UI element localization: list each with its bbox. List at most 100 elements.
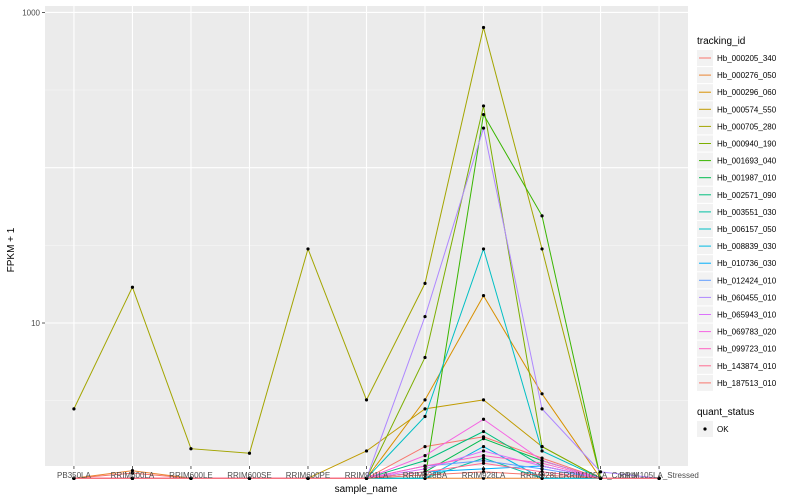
legend-label: Hb_006157_050 [717,225,777,234]
data-point [364,476,369,480]
legend-label: Hb_065943_010 [717,311,777,320]
data-point [481,112,486,117]
data-point [540,476,544,480]
legend-label: Hb_187513_010 [717,379,777,388]
data-point [130,285,135,289]
shape-legend-point [703,427,707,431]
data-point [423,281,427,285]
x-tick-label: RRIM600LA [111,471,155,480]
x-tick-label: RRIM901LA [345,471,389,480]
shape-legend-title: quant_status [697,407,754,418]
legend-label: Hb_001987_010 [717,174,777,183]
data-point [423,454,427,458]
legend-label: Hb_008839_030 [717,242,777,251]
data-point [481,454,486,458]
x-tick-label: RRIM105LA_Control [564,471,638,480]
data-point [247,451,252,455]
legend-label: Hb_099723_010 [717,345,777,354]
data-point [540,456,544,460]
points [72,25,661,480]
data-point [247,476,252,480]
legend-title: tracking_id [697,36,745,47]
legend-item: Hb_060455_010 [697,289,777,306]
shape-legend: OK [697,421,729,437]
legend-item: Hb_099723_010 [697,340,777,357]
data-point [481,444,486,449]
data-point [540,214,544,218]
legend-item: Hb_000276_050 [697,67,777,84]
data-point [189,447,193,451]
data-point [72,407,76,411]
legend-item: Hb_065943_010 [697,306,777,323]
y-tick-label: 10 [31,319,40,328]
data-point [481,294,486,298]
data-point [130,469,135,473]
legend-item: Hb_008839_030 [697,238,777,255]
x-axis: PB350LA RRIM600LA RRIM600LE RRIM600SE RRIM60… [57,466,699,480]
data-point [481,429,486,434]
legend-label: Hb_001693_040 [717,157,777,166]
legend-label: Hb_000705_280 [717,122,777,131]
legend-label: Hb_069783_020 [717,328,777,337]
data-point [481,25,486,30]
legend-label: Hb_002571_090 [717,191,777,200]
legend-label: Hb_143874_010 [717,362,777,371]
data-point [481,104,486,108]
legend-label: Hb_000276_050 [717,71,777,80]
legend-item: Hb_187513_010 [697,374,777,391]
legend-item: Hb_002571_090 [697,186,777,203]
y-axis-title: FPKM + 1 [6,227,17,272]
data-point [423,470,427,474]
x-tick-label: RRIM600SE [227,471,271,480]
data-point [72,476,76,480]
data-point [423,314,427,319]
data-point [423,459,427,463]
shape-legend-label: OK [717,425,729,434]
legend-label: Hb_000574_550 [717,105,777,114]
data-point [481,459,486,463]
x-tick-label: RRIM600PE [286,471,330,480]
legend: Hb_000205_340 Hb_000276_050 Hb_000296_060 H… [697,50,777,391]
data-point [481,126,486,130]
data-point [423,473,427,477]
legend-item: Hb_001693_040 [697,152,777,169]
data-point [481,247,486,251]
data-point [423,414,427,419]
data-point [540,247,544,251]
data-point [130,471,135,475]
data-point [423,355,427,360]
data-point [423,444,427,449]
legend-label: Hb_010736_030 [717,259,777,268]
x-tick-label: RRIM928LE [520,471,564,480]
legend-item: Hb_000705_280 [697,118,777,135]
legend-item: Hb_000574_550 [697,101,777,118]
data-point [657,476,661,480]
data-point [540,470,544,474]
data-point [540,473,544,477]
legend-item: Hb_001987_010 [697,169,777,186]
legend-label: Hb_012424_010 [717,276,777,285]
legend-label: Hb_000940_190 [717,140,777,149]
data-point [598,470,603,474]
x-axis-title: sample_name [335,484,398,495]
data-point [130,476,135,480]
legend-label: Hb_000205_340 [717,54,777,63]
legend-label: Hb_003551_030 [717,208,777,217]
legend-item: Hb_143874_010 [697,357,777,374]
data-point [481,398,486,402]
legend-item: Hb_000205_340 [697,50,777,66]
legend-item: Hb_012424_010 [697,272,777,289]
x-tick-label: PB350LA [57,471,91,480]
x-tick-label: RRIM928LA [462,471,506,480]
x-tick-label: RRIM600LE [169,471,213,480]
data-point [481,417,486,421]
y-axis: 10 1000 [22,8,45,328]
data-point [540,392,544,396]
data-point [540,459,544,463]
data-point [481,476,486,480]
data-point [481,449,486,453]
data-point [481,437,486,441]
y-tick-label: 1000 [22,8,40,17]
data-point [364,449,369,453]
